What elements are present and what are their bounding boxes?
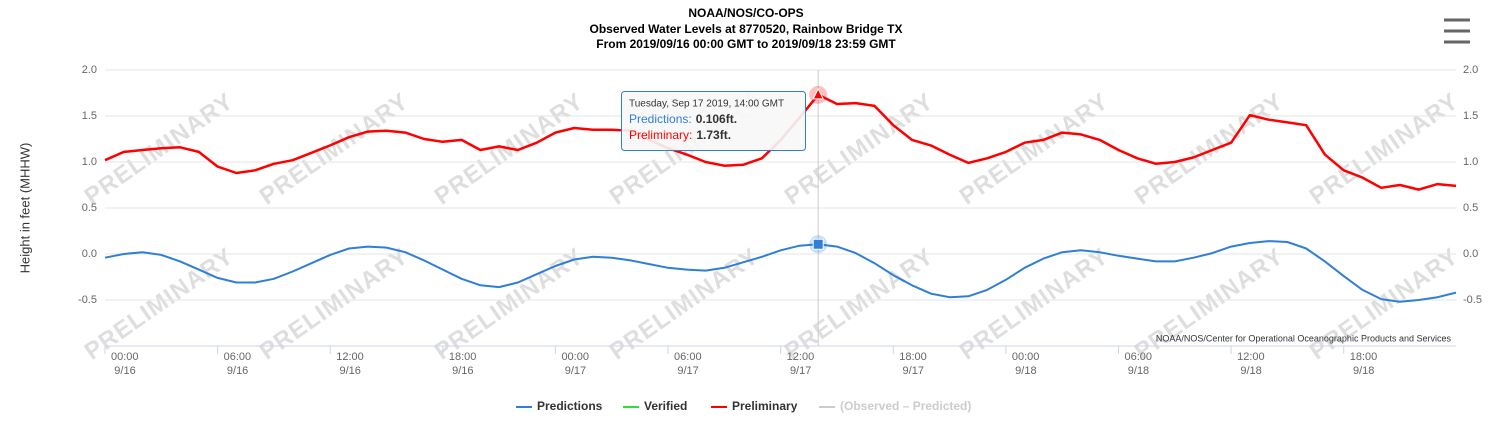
legend: Predictions Verified Preliminary (Observed …: [516, 399, 971, 413]
tooltip-value: 0.106ft.: [696, 112, 737, 126]
x-tick-sublabel: 9/16: [340, 365, 361, 377]
x-tick-sublabel: 9/16: [452, 365, 473, 377]
watermark: PRELIMINARY: [955, 88, 1114, 211]
chart-subtitle: Observed Water Levels at 8770520, Rainbo…: [589, 22, 902, 36]
x-tick-label: 00:00: [561, 351, 589, 363]
x-tick-label: 00:00: [111, 351, 139, 363]
watermark: PRELIMINARY: [780, 243, 939, 366]
x-tick-label: 18:00: [899, 351, 927, 363]
series-line: [104, 240, 1457, 303]
watermark: PRELIMINARY: [80, 243, 239, 366]
tooltip-row: Predictions: 0.106ft.: [629, 112, 737, 126]
y2-tick-label: 1.5: [1463, 110, 1478, 122]
hover-marker: [812, 87, 825, 100]
y2-tick-label: 1.0: [1463, 156, 1478, 168]
menu-button[interactable]: [1440, 16, 1474, 46]
y-tick-label: 1.0: [82, 156, 97, 168]
x-tick-sublabel: 9/17: [565, 365, 586, 377]
y-tick-label: 0.5: [82, 202, 97, 214]
tooltip-box: [621, 91, 806, 151]
watermark: PRELIMINARY: [1130, 88, 1289, 211]
x-tick-label: 12:00: [787, 351, 815, 363]
tooltip-label: Predictions:: [629, 112, 692, 126]
x-tick-label: 18:00: [1350, 351, 1378, 363]
y-tick-label: 2.0: [82, 64, 97, 76]
tooltip-value: 1.73ft.: [696, 128, 731, 142]
y-tick-label: 1.5: [82, 110, 97, 122]
x-tick-label: 06:00: [1124, 351, 1152, 363]
legend-label[interactable]: Predictions: [537, 399, 603, 413]
watermark: PRELIMINARY: [255, 243, 414, 366]
watermark: PRELIMINARY: [955, 243, 1114, 366]
legend-label[interactable]: Verified: [644, 399, 687, 413]
y-tick-label: 0.0: [82, 248, 97, 260]
y2-tick-label: 0.5: [1463, 202, 1478, 214]
credits: NOAA/NOS/Center for Operational Oceanogr…: [1156, 333, 1452, 343]
x-tick-label: 18:00: [449, 351, 477, 363]
y2-tick-label: 0.0: [1463, 248, 1478, 260]
x-tick-label: 06:00: [674, 351, 702, 363]
x-tick-label: 06:00: [224, 351, 252, 363]
y2-tick-label: 2.0: [1463, 64, 1478, 76]
x-tick-sublabel: 9/17: [903, 365, 924, 377]
tooltip: Tuesday, Sep 17 2019, 14:00 GMT Predictio…: [621, 91, 806, 151]
legend-label[interactable]: (Observed – Predicted): [840, 399, 971, 413]
chart-subtitle: From 2019/09/16 00:00 GMT to 2019/09/18 …: [596, 37, 896, 51]
menu-icon[interactable]: [1444, 18, 1470, 44]
x-tick-sublabel: 9/17: [790, 365, 811, 377]
chart-title: NOAA/NOS/CO-OPS: [688, 6, 803, 20]
x-tick-sublabel: 9/17: [677, 365, 698, 377]
tooltip-label: Preliminary:: [629, 128, 692, 142]
x-tick-sublabel: 9/16: [227, 365, 248, 377]
watermark: PRELIMINARY: [1305, 243, 1464, 366]
x-tick-label: 00:00: [1012, 351, 1040, 363]
x-tick-sublabel: 9/16: [114, 365, 135, 377]
grid: -0.5 0.0 0.5 1.0 1.5 2.0 -0.5 0.0 0.5 1.0 1.5 2.0 00…: [78, 64, 1482, 377]
hover-marker: [812, 238, 824, 250]
tooltip-header: Tuesday, Sep 17 2019, 14:00 GMT: [629, 99, 784, 110]
x-tick-sublabel: 9/18: [1015, 365, 1036, 377]
x-tick-sublabel: 9/18: [1128, 365, 1149, 377]
x-tick-sublabel: 9/18: [1240, 365, 1261, 377]
y-tick-label: -0.5: [78, 294, 97, 306]
y2-tick-label: -0.5: [1463, 294, 1482, 306]
legend-label[interactable]: Preliminary: [732, 399, 798, 413]
watermark: PRELIMINARY: [1305, 88, 1464, 211]
x-tick-label: 12:00: [336, 351, 364, 363]
watermark: PRELIMINARY: [255, 88, 414, 211]
x-tick-label: 12:00: [1237, 351, 1265, 363]
tooltip-row: Preliminary: 1.73ft.: [629, 128, 731, 142]
x-tick-sublabel: 9/18: [1353, 365, 1374, 377]
watermark: PRELIMINARY: [430, 243, 589, 366]
y-axis-label: Height in feet (MHHW): [17, 143, 32, 274]
